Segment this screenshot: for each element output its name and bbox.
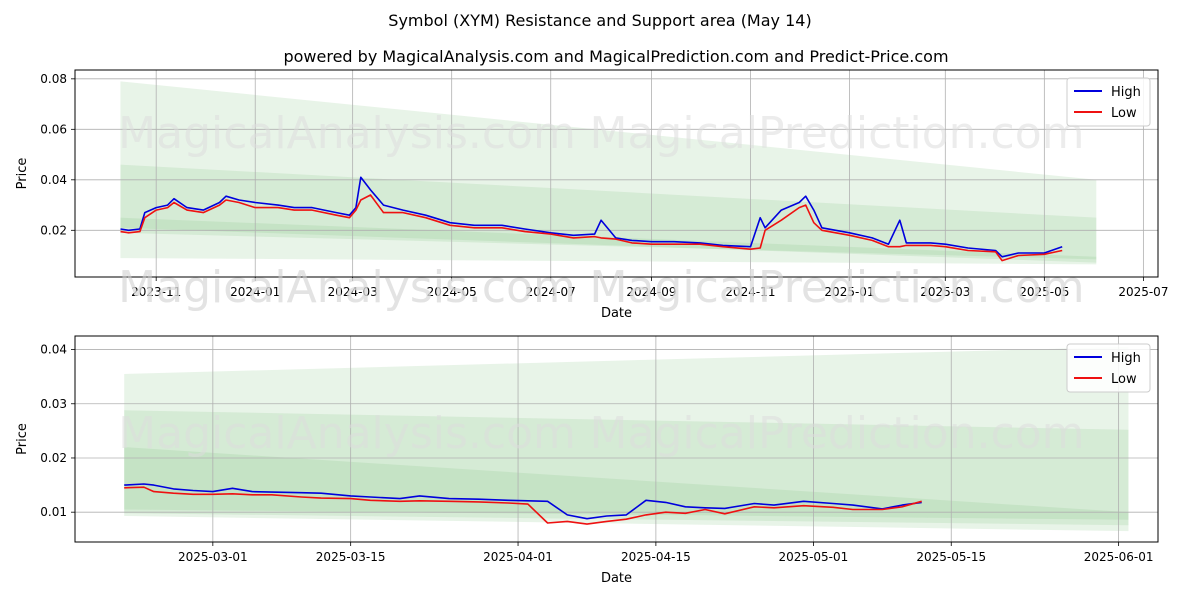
x-axis-label: Date: [601, 571, 632, 586]
y-tick-label: 0.02: [40, 451, 67, 465]
series-line-high: [120, 176, 1063, 258]
watermark-text: MagicalAnalysis.com: [118, 408, 576, 459]
y-tick-label: 0.01: [40, 505, 67, 519]
watermark-text: MagicalPrediction.com: [590, 262, 1085, 313]
x-tick-label: 2025-07: [1118, 285, 1168, 299]
watermark-text: MagicalPrediction.com: [590, 408, 1085, 459]
x-tick-label: 2025-06-01: [1084, 550, 1154, 564]
x-tick-label: 2024-03: [328, 285, 378, 299]
support-resistance-band-1: [124, 346, 1129, 532]
x-tick-label: 2025-04-01: [483, 550, 553, 564]
band-group: [124, 346, 1129, 532]
watermark-text: MagicalAnalysis.com: [118, 108, 576, 159]
x-tick-label: 2025-05: [1019, 285, 1069, 299]
x-tick-label: 2025-04-15: [621, 550, 691, 564]
x-tick-label: 2024-09: [626, 285, 676, 299]
x-tick-label: 2025-03-15: [316, 550, 386, 564]
series-line-low: [124, 486, 922, 525]
x-tick-label: 2024-11: [725, 285, 775, 299]
series-group: [120, 176, 1063, 262]
y-axis-label: Price: [15, 158, 30, 190]
legend-label-low: Low: [1111, 106, 1137, 121]
panel-top: 2023-11 2024-01 2024-03 2024-05 2024-07 2024-…: [15, 69, 1168, 321]
x-tick-label: 2024-05: [427, 285, 477, 299]
plot-frame: [74, 69, 1159, 278]
x-tick-label: 2025-05-01: [779, 550, 849, 564]
y-axis-label: Price: [15, 423, 30, 455]
chart-title: Symbol (XYM) Resistance and Support area…: [388, 11, 811, 30]
y-tick-label: 0.06: [40, 122, 67, 136]
legend-label-high: High: [1111, 85, 1141, 100]
series-line-high: [124, 483, 922, 520]
watermark-text: MagicalAnalysis.com: [118, 262, 576, 313]
x-tick-label: 2024-07: [526, 285, 576, 299]
support-resistance-band-2: [124, 410, 1129, 526]
x-axis-label: Date: [601, 306, 632, 321]
support-resistance-band-1: [120, 81, 1097, 265]
y-tick-label: 0.02: [40, 223, 67, 237]
legend: High Low: [1066, 343, 1151, 393]
legend-label-high: High: [1111, 351, 1141, 366]
y-tick-label: 0.08: [40, 72, 67, 86]
y-tick-label: 0.04: [40, 343, 67, 357]
y-tick-label: 0.03: [40, 397, 67, 411]
y-tick-label: 0.04: [40, 173, 67, 187]
x-tick-label: 2023-11: [131, 285, 181, 299]
legend: High Low: [1066, 77, 1151, 127]
x-tick-label: 2025-05-15: [916, 550, 986, 564]
panel-bottom: 2025-03-01 2025-03-15 2025-04-01 2025-04-15…: [15, 262, 1159, 586]
x-tick-label: 2025-03-01: [178, 550, 248, 564]
support-resistance-band-3: [120, 217, 1097, 263]
series-line-low: [120, 194, 1063, 262]
x-tick-label: 2025-01: [824, 285, 874, 299]
watermark-text: MagicalAnalysis.com: [118, 262, 576, 313]
watermark-text: MagicalPrediction.com: [590, 108, 1085, 159]
watermark-text: MagicalPrediction.com: [590, 262, 1085, 313]
legend-label-low: Low: [1111, 372, 1137, 387]
x-tick-label: 2024-01: [230, 285, 280, 299]
support-resistance-band-3: [124, 447, 1129, 520]
series-group: [124, 483, 922, 525]
chart-subtitle: powered by MagicalAnalysis.com and Magic…: [283, 47, 948, 66]
x-tick-label: 2025-03: [920, 285, 970, 299]
plot-frame: [74, 335, 1159, 543]
